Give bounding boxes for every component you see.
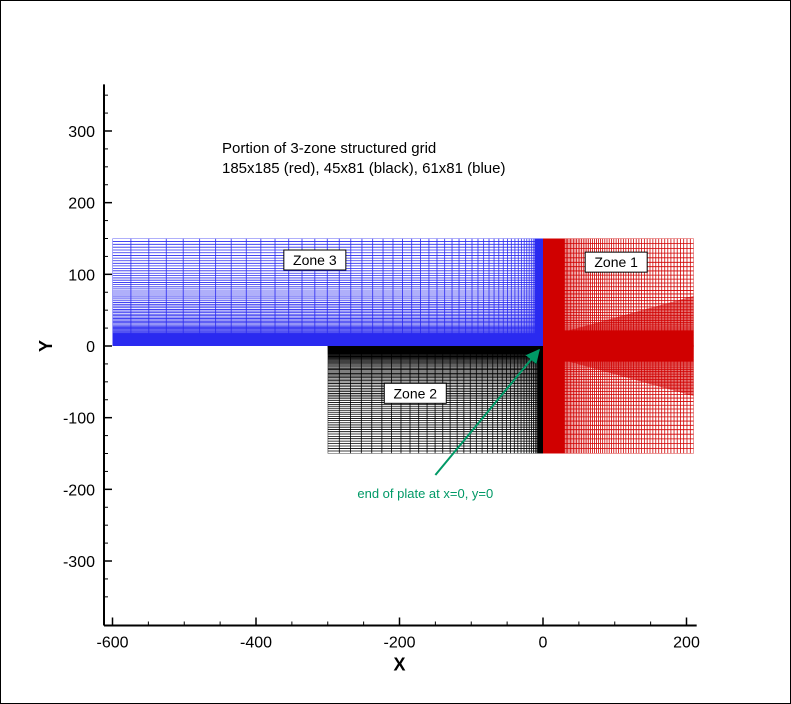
y-tick-label: 0 — [86, 339, 95, 356]
dense-band — [537, 346, 543, 454]
y-tick-label: -300 — [63, 554, 95, 571]
y-tick-label: 100 — [68, 267, 95, 284]
dense-band — [534, 238, 543, 346]
x-tick-label: -400 — [240, 635, 272, 652]
y-tick-label: -200 — [63, 482, 95, 499]
axes: -600 -400 -200 0 200 -300 -200 -100 0 100 200 300 — [63, 84, 700, 652]
caption-line-2: 185x185 (red), 45x81 (black), 61x81 (blu… — [222, 160, 506, 177]
zone-2-grid — [327, 346, 543, 454]
x-tick-label: 200 — [673, 635, 700, 652]
dense-wedge — [564, 295, 694, 397]
annotation-text: end of plate at x=0, y=0 — [357, 486, 493, 501]
zone-1-grid — [543, 238, 694, 454]
dense-band — [327, 346, 543, 355]
zone-label: Zone 3 — [293, 252, 337, 268]
zone-label-box — [383, 382, 447, 404]
y-tick-label: 200 — [68, 196, 95, 213]
zone-label: Zone 1 — [594, 254, 638, 270]
x-axis-title: X — [393, 655, 405, 675]
x-tick-label: 0 — [539, 635, 548, 652]
y-tick-label: -100 — [63, 411, 95, 428]
zone-labels: Zone 1 Zone 2 Zone 3 — [283, 249, 648, 404]
zone-label: Zone 2 — [393, 385, 437, 401]
y-axis-title: Y — [36, 340, 56, 352]
zone-label-box — [283, 249, 347, 271]
y-tick-label: 300 — [68, 124, 95, 141]
x-tick-label: -600 — [96, 635, 128, 652]
dense-band — [112, 333, 543, 346]
x-tick-label: -200 — [383, 635, 415, 652]
annotation-arrow — [434, 348, 540, 476]
zone-label-box — [584, 251, 648, 273]
caption-line-1: Portion of 3-zone structured grid — [222, 140, 436, 157]
